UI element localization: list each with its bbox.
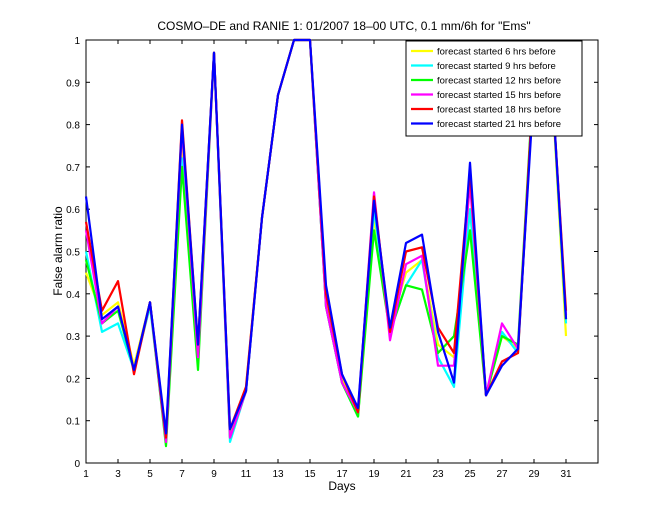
y-tick-label: 0.3 [66,332,80,343]
x-tick-label: 21 [400,469,412,480]
legend-label-3: forecast started 12 hrs before [437,76,561,87]
x-axis-label: Days [328,479,355,493]
y-tick-label: 0.6 [66,205,80,216]
y-tick-label: 0.4 [66,290,80,301]
legend-box [405,40,583,137]
series-line-6 [84,38,568,435]
y-axis-label: False alarm ratio [51,206,65,296]
series-lines [84,38,568,448]
y-tick-label: 1 [74,36,80,47]
chart-title: COSMO–DE and RANIE 1: 01/2007 18–00 UTC,… [157,19,530,33]
y-tick-label: 0.9 [66,78,80,89]
y-tick-label: 0.5 [66,248,80,259]
x-tick-label: 5 [147,469,153,480]
legend: forecast started 6 hrs before forecast st… [405,40,583,137]
y-tick-label: 0.1 [66,417,80,428]
x-tick-label: 7 [179,469,185,480]
x-axis-ticks: 1 3 5 7 9 11 13 15 17 19 21 23 25 27 29 31 [83,40,572,480]
x-tick-label: 3 [115,469,121,480]
legend-label-1: forecast started 6 hrs before [437,47,556,58]
legend-label-4: forecast started 15 hrs before [437,90,561,101]
y-tick-label: 0 [74,459,80,470]
legend-label-6: forecast started 21 hrs before [437,119,561,130]
x-tick-label: 23 [432,469,444,480]
y-tick-label: 0.7 [66,163,80,174]
x-tick-label: 25 [464,469,476,480]
legend-label-2: forecast started 9 hrs before [437,61,556,72]
y-axis-ticks: 0 0.1 0.2 0.3 0.4 0.5 0.6 0.7 0.8 0.9 1 [66,36,598,470]
x-tick-label: 19 [368,469,380,480]
x-tick-label: 11 [241,469,252,480]
x-tick-label: 17 [336,469,348,480]
x-tick-label: 1 [83,469,89,480]
x-tick-label: 27 [496,469,508,480]
y-tick-label: 0.8 [66,121,80,132]
x-tick-label: 29 [528,469,540,480]
legend-label-5: forecast started 18 hrs before [437,105,561,116]
y-tick-label: 0.2 [66,374,80,385]
x-tick-label: 15 [304,469,316,480]
x-tick-label: 31 [560,469,572,480]
x-tick-label: 13 [272,469,284,480]
x-tick-label: 9 [211,469,217,480]
